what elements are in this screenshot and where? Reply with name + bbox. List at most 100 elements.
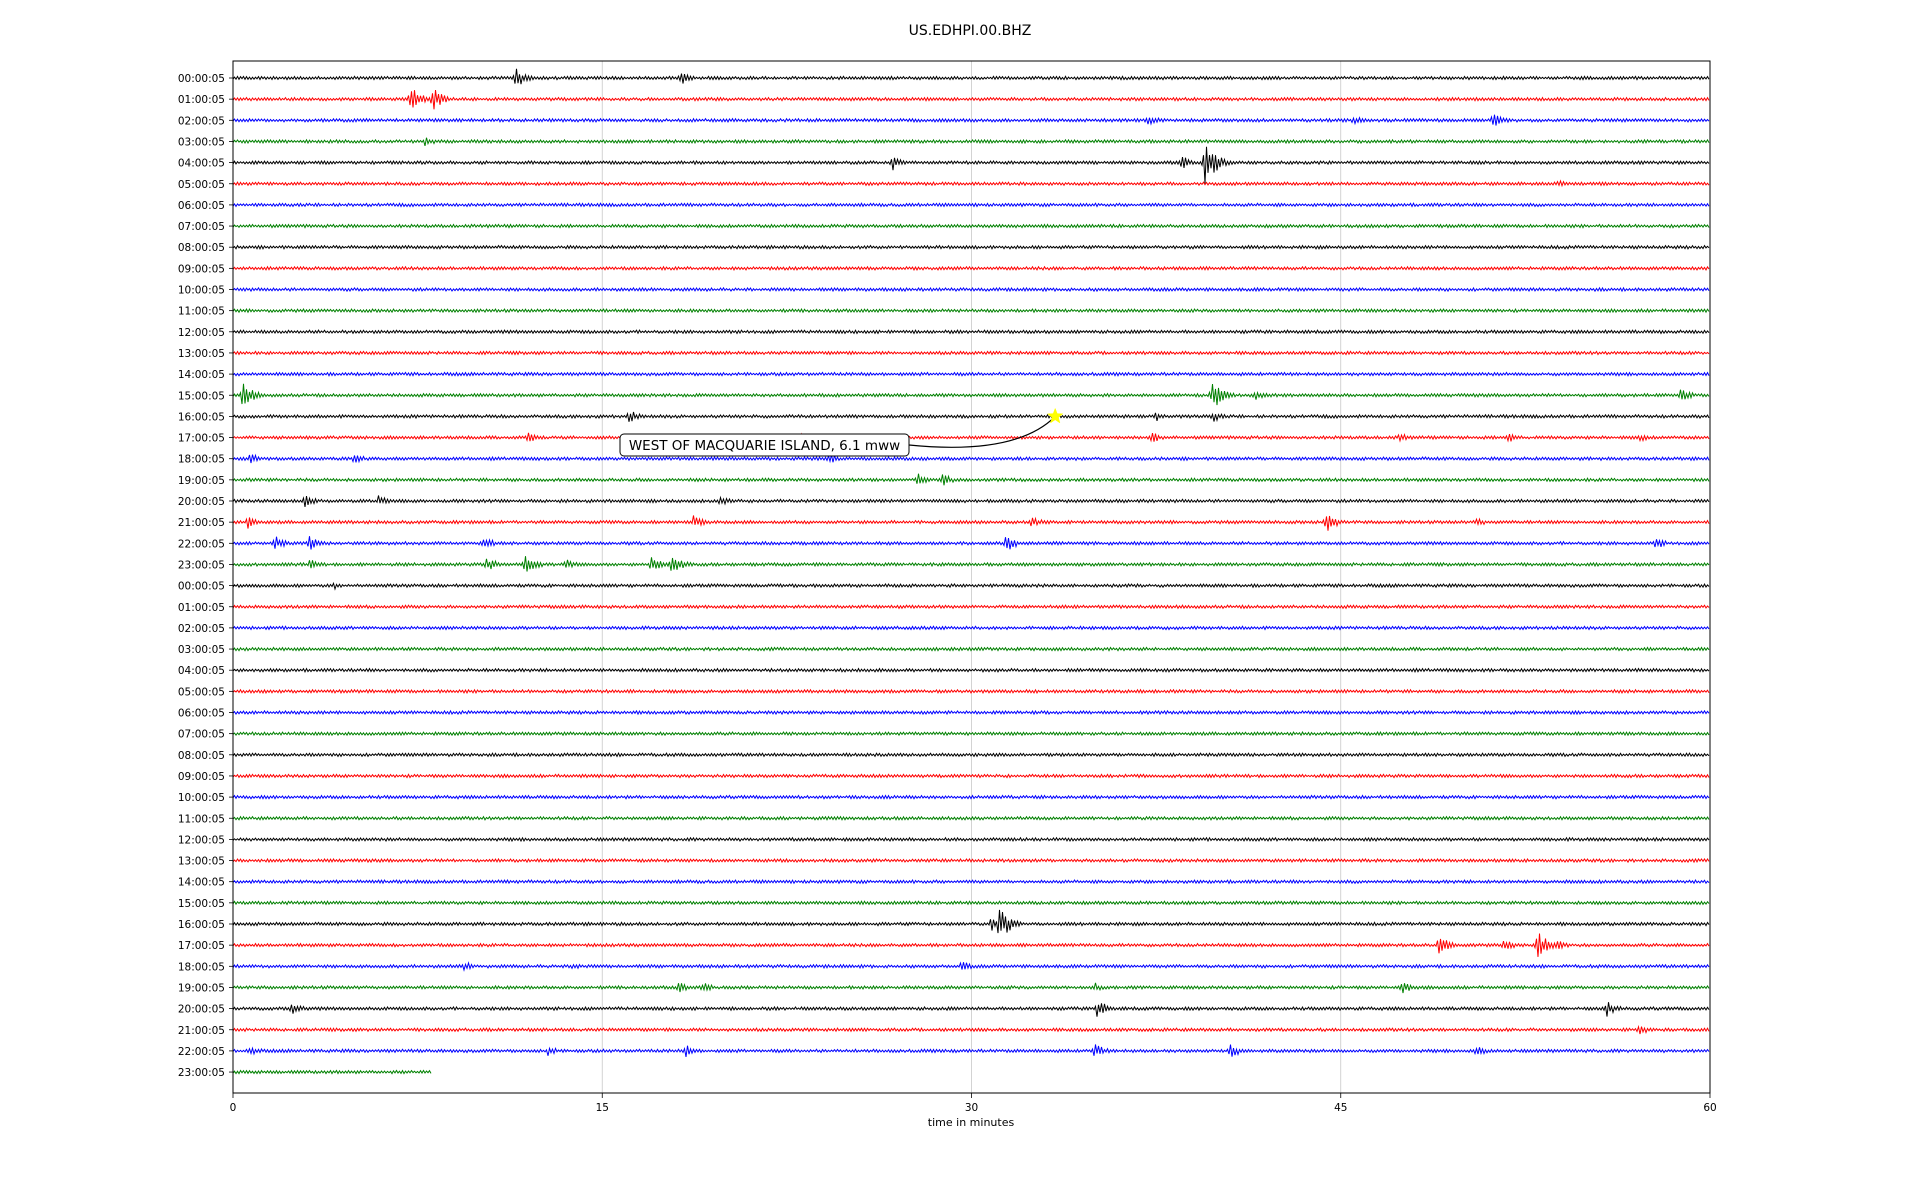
y-tick-label-37: 13:00:05: [178, 856, 225, 868]
y-tick-label-3: 03:00:05: [178, 136, 225, 148]
trace-row-6: [232, 202, 1710, 208]
y-tick-label-45: 21:00:05: [178, 1025, 225, 1037]
x-tick-label-60: 60: [1703, 1102, 1716, 1114]
y-tick-label-24: 00:00:05: [178, 581, 225, 593]
y-tick-label-40: 16:00:05: [178, 919, 225, 931]
trace-row-2: [232, 114, 1710, 126]
event-star-marker: [1046, 407, 1064, 424]
event-annotation: WEST OF MACQUARIE ISLAND, 6.1 mww: [619, 407, 1064, 457]
y-tick-label-23: 23:00:05: [178, 559, 225, 571]
y-tick-label-42: 18:00:05: [178, 961, 225, 973]
trace-row-23: [232, 556, 1710, 572]
x-axis-ticks: 0 15 30 45 60: [230, 1093, 1717, 1114]
y-tick-label-2: 02:00:05: [178, 115, 225, 127]
trace-group: [232, 68, 1710, 1075]
trace-row-5: [232, 179, 1710, 188]
y-tick-label-0: 00:00:05: [178, 73, 225, 85]
trace-row-24: [232, 581, 1710, 591]
y-tick-label-15: 15:00:05: [178, 390, 225, 402]
y-tick-label-43: 19:00:05: [178, 982, 225, 994]
trace-row-42: [232, 961, 1710, 972]
y-tick-label-19: 19:00:05: [178, 475, 225, 487]
y-tick-label-36: 12:00:05: [178, 834, 225, 846]
trace-row-21: [232, 515, 1710, 531]
trace-row-29: [232, 688, 1710, 695]
trace-row-37: [232, 857, 1710, 864]
trace-row-4: [232, 146, 1710, 184]
y-tick-label-16: 16:00:05: [178, 411, 225, 423]
y-tick-label-9: 09:00:05: [178, 263, 225, 275]
y-tick-label-39: 15:00:05: [178, 898, 225, 910]
y-tick-label-6: 06:00:05: [178, 200, 225, 212]
trace-row-47: [232, 1069, 432, 1075]
y-tick-label-22: 22:00:05: [178, 538, 225, 550]
y-tick-label-33: 09:00:05: [178, 771, 225, 783]
trace-row-9: [232, 265, 1710, 272]
y-tick-label-1: 01:00:05: [178, 94, 225, 106]
trace-row-28: [232, 667, 1710, 673]
trace-row-15: [232, 383, 1710, 406]
y-tick-label-44: 20:00:05: [178, 1004, 225, 1016]
y-tick-label-29: 05:00:05: [178, 686, 225, 698]
y-tick-label-34: 10:00:05: [178, 792, 225, 804]
y-tick-label-18: 18:00:05: [178, 454, 225, 466]
trace-row-40: [232, 909, 1710, 934]
x-tick-label-0: 0: [230, 1102, 237, 1114]
trace-row-38: [232, 878, 1710, 885]
y-tick-label-31: 07:00:05: [178, 729, 225, 741]
y-tick-label-46: 22:00:05: [178, 1046, 225, 1058]
y-tick-label-26: 02:00:05: [178, 623, 225, 635]
y-tick-label-38: 14:00:05: [178, 877, 225, 889]
trace-row-7: [232, 223, 1710, 229]
x-axis-label: time in minutes: [928, 1116, 1015, 1129]
trace-row-8: [232, 244, 1710, 250]
trace-row-26: [232, 625, 1710, 631]
y-tick-label-12: 12:00:05: [178, 327, 225, 339]
trace-row-30: [232, 709, 1710, 716]
trace-row-0: [232, 68, 1710, 85]
trace-row-20: [232, 495, 1710, 507]
y-tick-label-10: 10:00:05: [178, 285, 225, 297]
trace-row-46: [232, 1044, 1710, 1057]
trace-row-17: [232, 432, 1710, 443]
y-tick-label-7: 07:00:05: [178, 221, 225, 233]
y-tick-label-27: 03:00:05: [178, 644, 225, 656]
y-tick-label-25: 01:00:05: [178, 602, 225, 614]
y-tick-label-35: 11:00:05: [178, 813, 225, 825]
trace-row-32: [232, 752, 1710, 758]
y-tick-label-20: 20:00:05: [178, 496, 225, 508]
trace-row-44: [232, 1002, 1710, 1017]
trace-row-45: [232, 1024, 1710, 1035]
trace-row-39: [232, 900, 1710, 906]
row-time-labels: 00:00:05 01:00:05 02:00:05 03:00:05 04:00:05…: [178, 73, 233, 1079]
y-tick-label-17: 17:00:05: [178, 433, 225, 445]
y-tick-label-4: 04:00:05: [178, 158, 225, 170]
trace-row-22: [232, 536, 1710, 550]
y-tick-label-32: 08:00:05: [178, 750, 225, 762]
trace-row-3: [232, 137, 1710, 147]
y-tick-label-21: 21:00:05: [178, 517, 225, 529]
y-tick-label-28: 04:00:05: [178, 665, 225, 677]
annotation-text: WEST OF MACQUARIE ISLAND, 6.1 mww: [629, 438, 900, 454]
x-tick-label-30: 30: [965, 1102, 978, 1114]
trace-row-41: [232, 933, 1710, 957]
x-tick-label-15: 15: [596, 1102, 609, 1114]
vertical-grid: [601, 61, 1342, 1093]
trace-row-14: [232, 371, 1710, 377]
trace-row-35: [232, 815, 1710, 821]
trace-row-12: [232, 329, 1710, 335]
x-tick-label-45: 45: [1334, 1102, 1347, 1114]
trace-row-1: [232, 90, 1710, 110]
trace-row-10: [232, 286, 1710, 293]
trace-row-43: [232, 982, 1710, 994]
trace-row-16: [232, 411, 1710, 423]
trace-row-34: [232, 794, 1710, 800]
y-tick-label-8: 08:00:05: [178, 242, 225, 254]
trace-row-11: [232, 307, 1710, 314]
chart-title: US.EDHPI.00.BHZ: [909, 23, 1032, 39]
y-tick-label-5: 05:00:05: [178, 179, 225, 191]
trace-row-25: [232, 604, 1710, 610]
trace-row-27: [232, 646, 1710, 652]
trace-row-19: [232, 473, 1710, 486]
